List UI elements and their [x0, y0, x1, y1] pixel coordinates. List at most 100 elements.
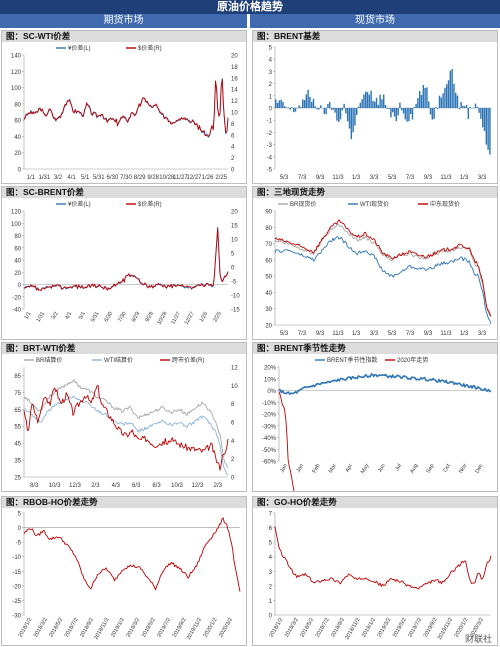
x-tick-label: Dec — [474, 463, 484, 475]
basis-bar — [451, 68, 453, 108]
basis-bar — [280, 99, 282, 108]
y-right-tick-label: 18 — [231, 65, 238, 71]
x-tick-label: 10/28 — [159, 175, 175, 181]
y-tick-label: 40 — [14, 259, 21, 265]
basis-bar — [469, 106, 471, 108]
basis-bar — [282, 101, 284, 108]
y-tick-label: 0 — [269, 614, 273, 620]
basis-bar — [433, 108, 435, 119]
y-right-tick-label: -5 — [231, 280, 237, 286]
x-tick-label: 3/2 — [54, 175, 63, 181]
x-tick-label: 2/25 — [212, 311, 223, 323]
x-tick-label: Apr — [345, 463, 355, 474]
basis-bar — [424, 88, 426, 108]
basis-bar — [309, 96, 311, 108]
x-tick-label: Jan — [279, 463, 289, 474]
x-tick-label: 2018/9/2 — [79, 617, 95, 639]
basis-bar — [377, 104, 380, 108]
x-tick-label: 2019/5/2 — [141, 617, 157, 639]
x-tick-label: 1/31 — [39, 175, 51, 181]
y-tick-label: 5 — [269, 541, 273, 547]
x-tick-label: 2019/1/2 — [110, 617, 126, 639]
y-right-tick-label: 10 — [231, 384, 238, 390]
y-tick-label: 45 — [14, 442, 21, 448]
basis-bar — [442, 93, 444, 108]
basis-bar — [348, 108, 351, 129]
basis-bar — [379, 94, 381, 108]
basis-bar — [422, 84, 425, 108]
basis-bar — [345, 108, 347, 114]
basis-bar — [429, 108, 432, 115]
y-right-tick-label: 4 — [231, 145, 235, 151]
x-tick-label: 2/25 — [215, 175, 227, 181]
basis-bar — [401, 108, 403, 111]
x-tick-label: 8/3 — [30, 483, 39, 489]
x-tick-label: 3/2 — [51, 311, 60, 321]
y-tick-label: -25 — [12, 599, 21, 605]
y-tick-label: 40 — [265, 291, 272, 297]
x-tick-label: 7/3 — [406, 331, 415, 337]
section-spot: 现货市场 — [250, 14, 500, 28]
y-tick-label: 3 — [269, 570, 273, 576]
x-tick-label: 9/3 — [424, 331, 433, 337]
basis-bar — [312, 98, 315, 108]
y-tick-label: 0 — [18, 283, 22, 289]
basis-bar — [318, 108, 320, 110]
panel-title: 图：SC-WTI价差 — [2, 31, 246, 42]
y-tick-label: -5 — [267, 168, 273, 174]
y-right-tick-label: 0 — [231, 168, 235, 174]
y-tick-label: 55 — [14, 425, 21, 431]
basis-bar — [438, 95, 441, 108]
panel-brt-wti: 图：BRT-WTI价差 25 35 45 55 65 75 85 0 2 4 6 8 10 12 8/3 10… — [1, 342, 247, 492]
series-line — [278, 373, 491, 395]
x-tick-label: 2019/7/2 — [407, 617, 423, 639]
panel-title: 图：BRENT基差 — [253, 31, 497, 42]
y-tick-label: 85 — [14, 374, 21, 380]
basis-bar — [356, 108, 358, 116]
x-tick-label: 2019/9/2 — [423, 617, 439, 639]
basis-bar — [406, 108, 408, 122]
basis-bar — [336, 108, 338, 121]
series-line-r — [23, 79, 229, 138]
panel-title: 图：BRT-WTI价差 — [2, 343, 246, 354]
x-tick-label: 11/3 — [332, 331, 344, 337]
x-tick-label: 2018/11/2 — [344, 617, 361, 641]
basis-bar — [447, 80, 450, 108]
legend-label: BR现货价 — [290, 200, 316, 208]
y-tick-label: 2 — [269, 82, 273, 88]
x-tick-label: Aug — [409, 463, 419, 474]
series-line — [274, 219, 492, 316]
legend-label: BR结算价 — [36, 356, 62, 364]
basis-bar — [370, 90, 372, 108]
y-tick-label: -10% — [262, 401, 277, 407]
y-tick-label: 20% — [264, 366, 277, 372]
y-right-tick-label: 5 — [231, 252, 235, 258]
x-tick-label: 5/31 — [93, 175, 105, 181]
x-tick-label: 5/31 — [90, 311, 101, 323]
basis-bar — [455, 92, 457, 108]
y-tick-label: 25 — [14, 476, 21, 482]
y-tick-label: -2 — [267, 131, 273, 137]
y-tick-label: 50 — [265, 275, 272, 281]
x-tick-label: 9/28 — [147, 175, 159, 181]
basis-bar — [483, 108, 486, 132]
basis-bar — [428, 101, 430, 108]
y-tick-label: 120 — [11, 70, 22, 76]
y-tick-label: 75 — [14, 391, 21, 397]
basis-bar — [480, 108, 482, 119]
x-tick-label: 11/3 — [332, 175, 344, 181]
x-tick-label: 12/3 — [69, 483, 81, 489]
x-tick-label: Jul — [394, 463, 403, 472]
y-right-tick-label: 16 — [231, 76, 238, 82]
basis-bar — [372, 100, 374, 108]
basis-bar — [390, 108, 392, 118]
chart-sc-brent: -40 -20 0 20 40 60 80 100 120 -15 -10 -5 0 5 10 15 20 1/1… — [11, 200, 240, 326]
basis-bar — [440, 97, 443, 108]
basis-bar — [305, 94, 308, 108]
y-tick-label: 3 — [269, 70, 273, 76]
y-tick-label: 100 — [11, 222, 22, 228]
x-tick-label: 1/1 — [24, 311, 33, 321]
basis-bar — [415, 103, 417, 108]
x-tick-label: 2018/1/2 — [18, 617, 34, 639]
